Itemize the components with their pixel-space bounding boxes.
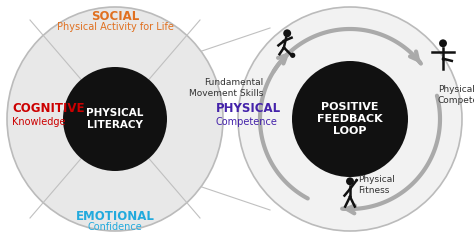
Circle shape [356, 179, 358, 181]
Circle shape [283, 29, 291, 37]
Text: Fundamental
Movement Skills: Fundamental Movement Skills [189, 78, 263, 98]
Text: Physical
Fitness: Physical Fitness [358, 175, 395, 195]
Text: POSITIVE
FEEDBACK
LOOP: POSITIVE FEEDBACK LOOP [317, 102, 383, 136]
Text: PHYSICAL: PHYSICAL [216, 102, 281, 114]
Text: Competence: Competence [216, 117, 278, 127]
Text: SOCIAL: SOCIAL [91, 10, 139, 23]
Circle shape [238, 7, 462, 231]
Text: COGNITIVE: COGNITIVE [12, 102, 84, 114]
Circle shape [346, 177, 354, 185]
Circle shape [290, 53, 295, 58]
Text: Confidence: Confidence [88, 222, 142, 232]
Circle shape [439, 39, 447, 47]
Circle shape [63, 67, 167, 171]
Circle shape [292, 61, 408, 177]
Ellipse shape [7, 7, 223, 231]
Text: EMOTIONAL: EMOTIONAL [75, 210, 155, 223]
Text: Physical
Competence: Physical Competence [438, 85, 474, 105]
Text: Knowledge: Knowledge [12, 117, 65, 127]
Text: PHYSICAL
LITERACY: PHYSICAL LITERACY [86, 108, 144, 130]
Text: Physical Activity for Life: Physical Activity for Life [56, 22, 173, 32]
